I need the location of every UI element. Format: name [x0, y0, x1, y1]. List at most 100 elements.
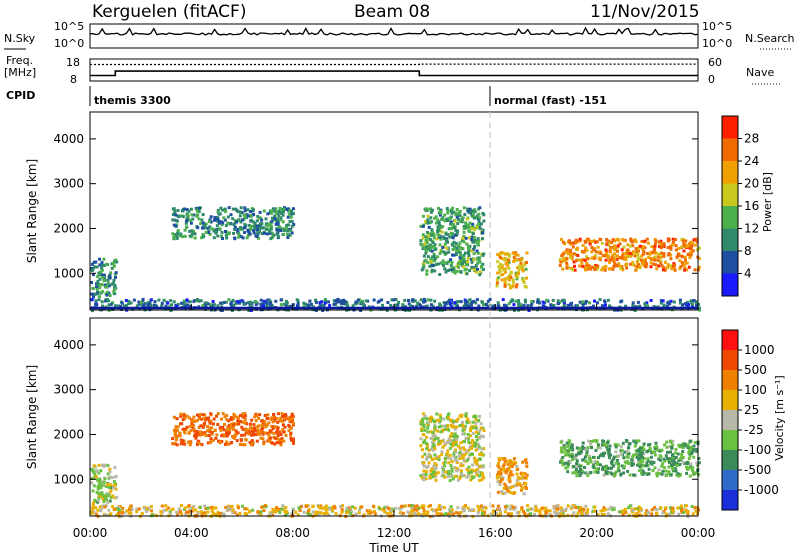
- echo-pixel: [645, 464, 649, 468]
- echo-pixel: [607, 450, 611, 454]
- echo-pixel: [273, 416, 277, 420]
- echo-pixel: [445, 217, 449, 221]
- echo-pixel: [636, 257, 640, 261]
- echo-pixel: [449, 457, 453, 461]
- echo-pixel: [456, 506, 460, 510]
- x-tick-label: 12:00: [377, 526, 412, 540]
- echo-pixel: [441, 445, 445, 449]
- echo-pixel: [612, 256, 616, 260]
- echo-pixel: [593, 256, 597, 260]
- echo-pixel: [562, 240, 565, 244]
- echo-pixel: [282, 210, 285, 214]
- echo-pixel: [459, 464, 463, 468]
- echo-pixel: [678, 298, 682, 302]
- echo-pixel: [107, 508, 111, 512]
- echo-pixel: [482, 447, 486, 451]
- echo-pixel: [598, 446, 602, 450]
- echo-pixel: [503, 270, 507, 274]
- echo-pixel: [476, 504, 480, 508]
- echo-pixel: [451, 434, 455, 438]
- echo-pixel: [186, 303, 189, 307]
- echo-pixel: [565, 453, 569, 457]
- echo-pixel: [471, 212, 475, 216]
- echo-pixel: [216, 219, 219, 223]
- echo-pixel: [101, 290, 105, 294]
- echo-pixel: [225, 236, 229, 240]
- echo-pixel: [438, 304, 442, 308]
- echo-pixel: [288, 209, 292, 213]
- echo-pixel: [620, 452, 623, 456]
- echo-pixel: [421, 214, 425, 218]
- echo-pixel: [433, 299, 437, 303]
- echo-pixel: [273, 214, 277, 218]
- echo-pixel: [193, 236, 197, 240]
- echo-pixel: [108, 273, 112, 277]
- echo-pixel: [200, 443, 204, 447]
- echo-pixel: [578, 474, 582, 478]
- echo-pixel: [475, 298, 479, 302]
- echo-pixel: [323, 301, 327, 305]
- echo-pixel: [92, 260, 96, 264]
- echo-pixel: [288, 219, 292, 223]
- colorbar-swatch: [722, 410, 738, 430]
- echo-pixel: [185, 510, 189, 514]
- echo-pixel: [525, 261, 528, 264]
- echo-pixel: [91, 287, 95, 290]
- echo-pixel: [482, 219, 486, 223]
- echo-pixel: [194, 436, 198, 440]
- echo-pixel: [198, 206, 201, 210]
- echo-pixel: [611, 238, 615, 242]
- echo-pixel: [450, 439, 454, 443]
- echo-pixel: [267, 421, 271, 425]
- echo-pixel: [183, 234, 187, 238]
- echo-pixel: [472, 235, 476, 239]
- echo-pixel: [447, 461, 451, 465]
- echo-pixel: [219, 301, 223, 305]
- echo-pixel: [474, 418, 478, 422]
- echo-pixel: [481, 473, 485, 477]
- echo-pixel: [524, 482, 528, 486]
- echo-pixel: [462, 253, 466, 257]
- echo-pixel: [319, 504, 323, 508]
- echo-pixel: [639, 446, 643, 450]
- echo-pixel: [275, 232, 279, 236]
- echo-pixel: [103, 263, 106, 267]
- echo-pixel: [662, 242, 666, 246]
- echo-pixel: [179, 232, 183, 236]
- echo-pixel: [549, 303, 553, 307]
- echo-pixel: [95, 490, 99, 494]
- echo-pixel: [505, 467, 509, 471]
- echo-pixel: [475, 225, 479, 229]
- echo-pixel: [661, 469, 665, 473]
- echo-pixel: [449, 474, 453, 478]
- echo-pixel: [125, 509, 129, 513]
- echo-pixel: [246, 234, 250, 238]
- echo-pixel: [602, 439, 606, 443]
- echo-pixel: [146, 506, 150, 510]
- echo-pixel: [422, 264, 426, 268]
- echo-pixel: [436, 442, 440, 446]
- echo-pixel: [584, 459, 588, 463]
- echo-pixel: [251, 508, 255, 512]
- echo-pixel: [233, 434, 237, 438]
- echo-pixel: [568, 240, 572, 244]
- colorbar-swatch: [722, 138, 738, 161]
- echo-pixel: [612, 507, 616, 511]
- echo-pixel: [510, 465, 514, 468]
- echo-pixel: [322, 304, 326, 307]
- echo-pixel: [109, 489, 113, 493]
- echo-pixel: [125, 307, 128, 311]
- echo-pixel: [183, 506, 187, 510]
- echo-pixel: [568, 460, 572, 464]
- echo-pixel: [96, 500, 100, 504]
- echo-pixel: [588, 242, 592, 246]
- echo-pixel: [681, 460, 685, 464]
- echo-pixel: [377, 299, 381, 303]
- echo-pixel: [610, 459, 614, 463]
- echo-pixel: [684, 239, 688, 243]
- echo-pixel: [569, 266, 572, 270]
- echo-pixel: [114, 258, 118, 262]
- echo-pixel: [569, 445, 573, 449]
- echo-pixel: [351, 304, 355, 308]
